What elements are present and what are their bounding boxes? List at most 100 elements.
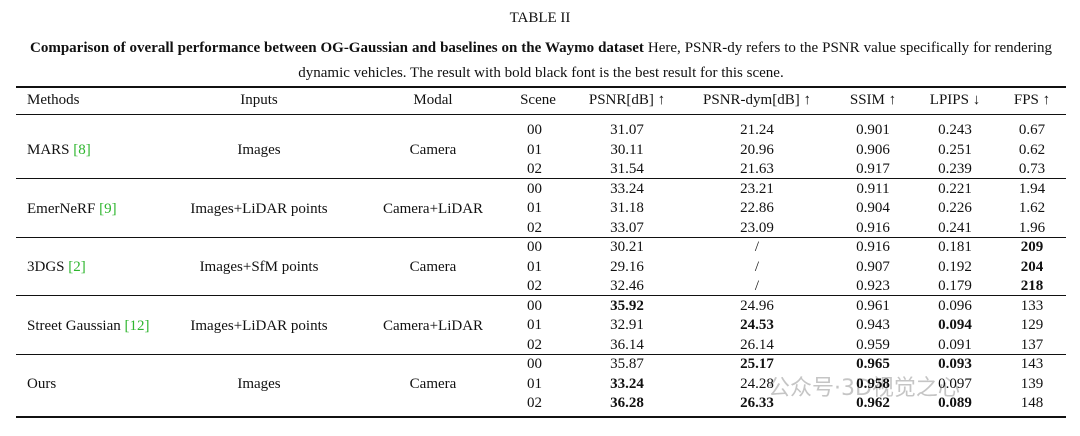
metric-cell: 0.093 [938, 356, 972, 372]
method-name: Street Gaussian [27, 317, 121, 334]
metric-cell: 143 [1020, 356, 1044, 372]
modal: Camera [409, 376, 457, 392]
watermark: 公众号·3D视觉之心 [768, 376, 960, 401]
metric-cell: 218 [1020, 278, 1044, 294]
metric-cell: 0.962 [856, 395, 890, 411]
metric-cell: 0.67 [1018, 122, 1046, 138]
scene: 01 [527, 141, 542, 158]
metric-cell: 30.21 [610, 239, 644, 255]
metric-cell: 137 [1020, 336, 1044, 353]
metric-cell: / [754, 278, 760, 294]
metric-cell: 0.239 [938, 161, 972, 177]
metric-cell: 0.916 [856, 219, 890, 236]
method-name: 3DGS [27, 259, 65, 275]
metric-cell: 139 [1020, 375, 1044, 392]
column-header: FPS ↑ [1013, 92, 1051, 108]
citation[interactable]: [2] [68, 259, 86, 275]
metric-cell: 33.24 [610, 180, 644, 197]
citation[interactable]: [9] [99, 200, 117, 217]
inputs: Images [237, 142, 281, 158]
metric-cell: 25.17 [740, 356, 774, 372]
metric-cell: 0.965 [856, 356, 890, 372]
metric-cell: 1.94 [1018, 180, 1046, 197]
column-header: Inputs [240, 92, 278, 108]
table-title: TABLE II [509, 10, 571, 26]
scene: 02 [527, 278, 542, 294]
metric-cell: 21.63 [740, 161, 774, 177]
table-rule [16, 353, 1066, 355]
column-header: PSNR-dym[dB] ↑ [703, 92, 811, 108]
method-name: EmerNeRF [27, 200, 96, 217]
caption-text: Here, PSNR-dy refers to the PSNR value s… [298, 40, 1052, 81]
metric-cell: 32.91 [610, 317, 644, 333]
metric-cell: 0.097 [938, 375, 972, 392]
metric-cell: 0.906 [856, 141, 890, 158]
modal: Camera+LiDAR [382, 317, 484, 334]
column-header: SSIM ↑ [849, 92, 897, 108]
metric-cell: 129 [1020, 317, 1044, 333]
metric-cell: 24.53 [740, 317, 774, 333]
method: Ours [27, 375, 56, 393]
table-rule [16, 178, 1066, 179]
citation[interactable]: [8] [73, 142, 91, 158]
metric-cell: 24.96 [740, 297, 774, 314]
scene: 02 [527, 395, 542, 411]
table-rule [16, 86, 1066, 88]
metric-cell: 0.226 [938, 200, 972, 216]
metric-cell: 31.07 [610, 122, 644, 138]
metric-cell: 0.62 [1018, 141, 1046, 158]
scene: 01 [527, 375, 542, 392]
inputs: Images [237, 376, 281, 392]
metric-cell: 33.07 [610, 219, 644, 236]
metric-cell: 32.46 [610, 278, 644, 294]
metric-cell: 26.14 [740, 336, 774, 353]
method-name: Ours [27, 376, 57, 392]
scene: 00 [527, 297, 542, 314]
metric-cell: 0.917 [856, 161, 890, 177]
metric-cell: 36.28 [610, 395, 644, 411]
metric-cell: 209 [1020, 239, 1044, 255]
metric-cell: 0.221 [938, 180, 972, 197]
metric-cell: 0.243 [938, 122, 972, 138]
metric-cell: 36.14 [610, 336, 644, 353]
metric-cell: 33.24 [610, 375, 644, 392]
metric-cell: 0.907 [856, 258, 890, 275]
metric-cell: 24.28 [740, 375, 774, 392]
metric-cell: 22.86 [740, 200, 774, 216]
metric-cell: 0.251 [938, 141, 972, 158]
scene: 01 [527, 317, 542, 333]
metric-cell: 29.16 [610, 258, 644, 275]
column-header: LPIPS ↓ [929, 92, 981, 108]
table-rule [16, 295, 1066, 296]
metric-cell: / [754, 258, 760, 275]
metric-cell: 26.33 [740, 395, 774, 411]
modal: Camera [409, 142, 457, 158]
metric-cell: 133 [1020, 297, 1044, 314]
metric-cell: 0.73 [1018, 161, 1046, 177]
table-rule [16, 416, 1066, 418]
metric-cell: 35.87 [610, 356, 644, 372]
citation[interactable]: [12] [124, 317, 150, 334]
metric-cell: 0.089 [938, 395, 972, 411]
metric-cell: 0.181 [938, 239, 972, 255]
scene: 00 [527, 356, 542, 372]
scene: 00 [527, 180, 542, 197]
metric-cell: 1.62 [1018, 200, 1046, 216]
metric-cell: 20.96 [740, 141, 774, 158]
column-header: Modal [413, 92, 453, 108]
metric-cell: 23.21 [740, 180, 774, 197]
column-header: Scene [520, 92, 556, 108]
column-header: PSNR[dB] ↑ [588, 92, 666, 108]
scene: 02 [527, 161, 542, 177]
metric-cell: 31.54 [610, 161, 644, 177]
metric-cell: 31.18 [610, 200, 644, 216]
method: Street Gaussian [12] [27, 317, 149, 335]
metric-cell: 0.923 [856, 278, 890, 294]
metric-cell: 0.943 [856, 317, 890, 333]
metric-cell: 1.96 [1018, 219, 1046, 236]
method: MARS [8] [27, 141, 91, 159]
metric-cell: 0.961 [856, 297, 890, 314]
scene: 00 [527, 239, 542, 255]
method: 3DGS [2] [27, 258, 86, 276]
table-rule [16, 236, 1066, 238]
